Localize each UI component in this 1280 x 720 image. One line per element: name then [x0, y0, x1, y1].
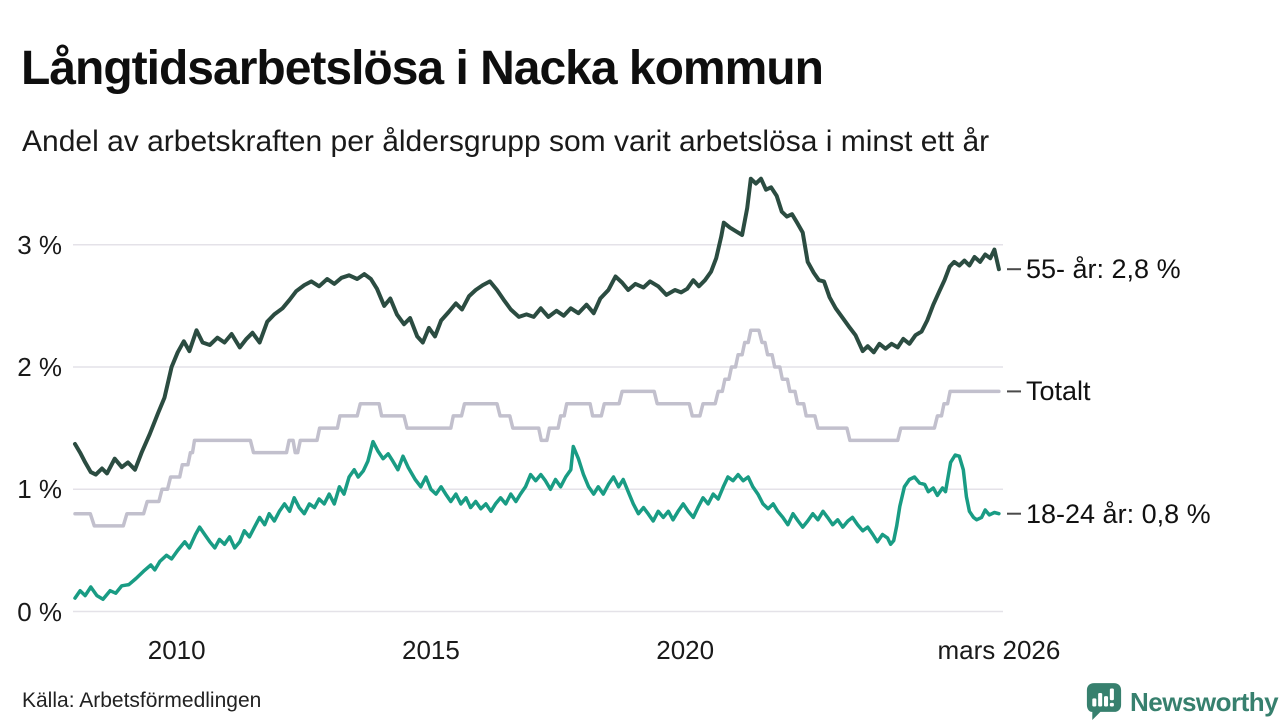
bar-chart-speech-bubble-icon	[1086, 682, 1122, 720]
source-credit: Källa: Arbetsförmedlingen	[22, 689, 262, 712]
y-axis-tick-0pct: 0 %	[17, 596, 62, 627]
page-title: Långtidsarbetslösa i Nacka kommun	[21, 42, 824, 96]
x-axis-tick-2020: 2020	[656, 635, 715, 665]
y-axis-tick-1pct: 1 %	[17, 474, 62, 505]
newsworthy-logo[interactable]: Newsworthy	[1086, 682, 1279, 720]
y-axis-tick-3pct: 3 %	[17, 229, 62, 260]
x-axis-tick-2010: 2010	[147, 635, 206, 665]
series-label-totalt: Totalt	[1026, 376, 1091, 407]
x-axis-tick-2015: 2015	[402, 635, 460, 665]
series-label-55plus: 55- år: 2,8 %	[1026, 254, 1181, 285]
y-axis-tick-2pct: 2 %	[17, 352, 62, 382]
x-axis-tick-mars-2026: mars 2026	[937, 635, 1061, 665]
series-label-18-24: 18-24 år: 0,8 %	[1026, 498, 1211, 529]
page-subtitle: Andel av arbetskraften per åldersgrupp s…	[22, 125, 990, 158]
brand-name: Newsworthy	[1130, 686, 1279, 717]
